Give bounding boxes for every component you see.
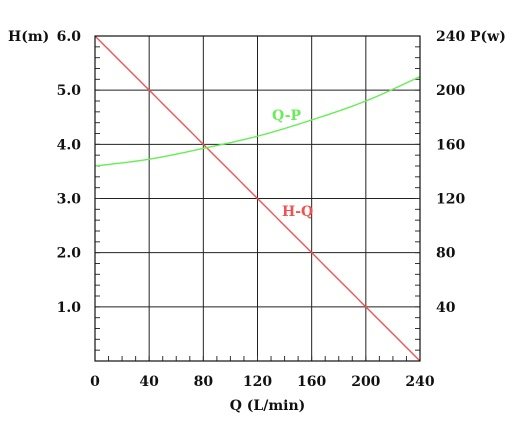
y-right-tick-labels: 40 80 120 160 200 240 [436, 29, 465, 316]
series-line-q-p [94, 75, 421, 167]
grid-lines [95, 36, 420, 361]
x-tick-label: 120 [243, 374, 272, 390]
y-right-tick-label: 240 [436, 29, 465, 45]
series-label-h-q: H-Q [282, 204, 313, 220]
y-left-tick-label: 1.0 [57, 300, 82, 316]
x-tick-label: 40 [139, 374, 159, 390]
y-right-tick-label: 200 [436, 83, 465, 99]
series-line-h-q [94, 35, 421, 362]
x-tick-label: 80 [194, 374, 214, 390]
x-axis-title: Q (L/min) [230, 398, 306, 414]
x-tick-labels: 0 40 80 120 160 200 240 [90, 374, 435, 390]
x-tick-label: 200 [351, 374, 380, 390]
series-layer [94, 35, 421, 362]
y-left-tick-label: 5.0 [57, 83, 82, 99]
y-left-tick-label: 3.0 [57, 192, 82, 208]
y-left-tick-label: 4.0 [57, 137, 82, 153]
plot-frame [94, 35, 421, 362]
x-tick-label: 240 [405, 374, 434, 390]
left-axis-title: H(m) [8, 29, 49, 45]
y-right-tick-label: 40 [436, 300, 456, 316]
x-tick-label: 0 [90, 374, 100, 390]
series-label-q-p: Q-P [272, 108, 302, 124]
x-tick-label: 160 [297, 374, 326, 390]
y-left-tick-label: 6.0 [57, 29, 82, 45]
minor-ticks [94, 35, 421, 362]
y-right-tick-label: 160 [436, 137, 465, 153]
y-left-tick-labels: 1.0 2.0 3.0 4.0 5.0 6.0 [57, 29, 82, 316]
right-axis-title: P(w) [470, 29, 506, 45]
y-right-tick-label: 120 [436, 192, 465, 208]
y-right-tick-label: 80 [436, 246, 456, 262]
y-left-tick-label: 2.0 [57, 246, 82, 262]
